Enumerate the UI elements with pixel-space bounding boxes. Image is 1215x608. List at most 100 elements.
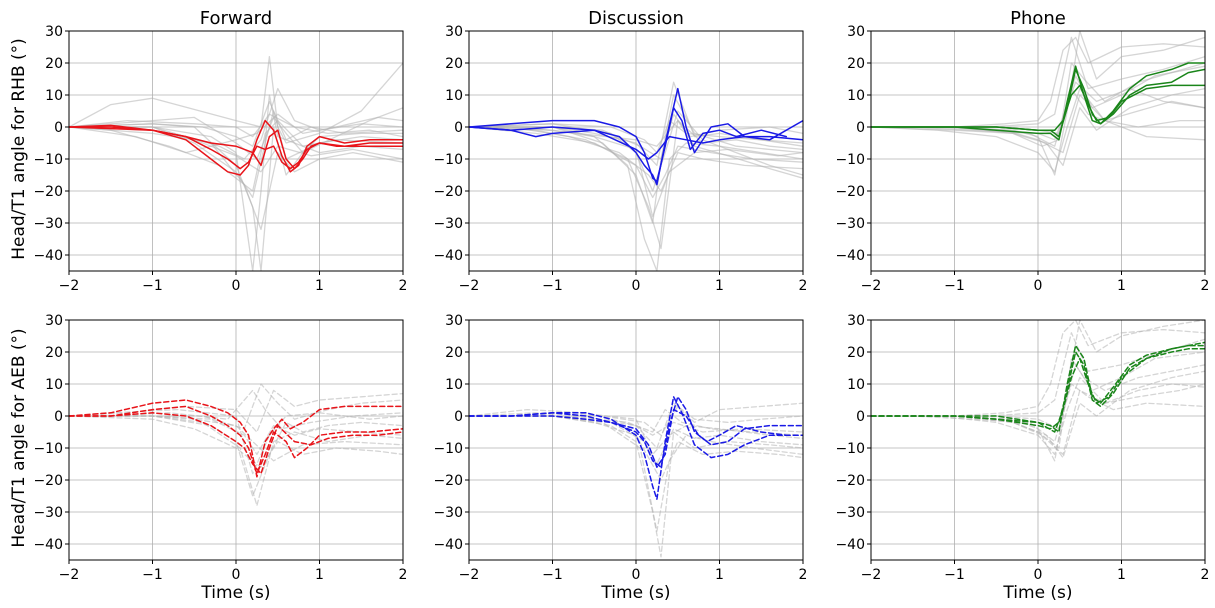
y-tick-label: −20 [33,184,63,200]
background-series-line-4 [871,383,1205,443]
y-tick-label: −10 [835,441,865,457]
x-tick-label: 0 [632,567,641,583]
y-tick-label: 30 [445,24,463,40]
x-tick-label: 1 [315,278,324,294]
y-tick-label: 0 [856,120,865,136]
x-tick-label: 0 [232,567,241,583]
x-tick-label: −1 [944,278,965,294]
background-series-line-11 [69,113,403,138]
y-tick-label: −30 [433,216,463,232]
x-tick-label: 2 [799,278,808,294]
y-tick-label: −30 [33,216,63,232]
x-tick-label: −2 [861,278,882,294]
x-axis-label: Time (s) [200,583,270,603]
background-series-line-10 [69,126,403,173]
row-ylabel-aeb: Head/T1 angle for AEB (°) [9,328,29,547]
y-tick-label: −40 [433,537,463,553]
x-tick-label: −2 [861,567,882,583]
background-series-line-8 [69,415,403,462]
y-tick-label: 30 [847,313,865,329]
x-tick-label: −2 [59,278,80,294]
y-tick-label: −40 [835,537,865,553]
y-tick-label: 10 [45,377,63,393]
x-tick-label: 2 [1201,567,1210,583]
y-tick-label: −10 [835,152,865,168]
background-series-line-2 [871,87,1205,173]
y-tick-label: −40 [33,537,63,553]
y-tick-label: 0 [54,409,63,425]
x-tick-label: 1 [1117,278,1126,294]
y-tick-label: 0 [454,409,463,425]
highlight-series-line-2 [69,412,403,475]
highlight-series-line-0 [69,399,403,478]
y-tick-label: −10 [433,152,463,168]
x-tick-label: −1 [142,567,163,583]
x-axis-label: Time (s) [600,583,670,603]
x-tick-label: 2 [399,278,408,294]
y-tick-label: 10 [847,377,865,393]
y-tick-label: −20 [835,184,865,200]
background-series-line-2 [69,415,403,507]
x-tick-label: −1 [542,278,563,294]
x-tick-label: −2 [459,567,480,583]
highlight-series-line-0 [469,396,788,468]
y-tick-label: 20 [445,56,463,72]
background-series-line-2 [871,376,1205,456]
highlight-series-line-2 [871,341,1205,433]
x-tick-label: 0 [632,278,641,294]
y-tick-label: −10 [33,152,63,168]
x-tick-label: 0 [1034,567,1043,583]
y-tick-label: −10 [433,441,463,457]
highlight-series-line-2 [469,119,803,160]
y-tick-label: 10 [847,88,865,104]
y-tick-label: 30 [45,24,63,40]
y-tick-label: 20 [847,56,865,72]
y-tick-label: 10 [445,377,463,393]
background-series-line-5 [469,126,803,192]
y-tick-label: 0 [454,120,463,136]
highlight-series-line-0 [871,344,1205,433]
background-series-line-1 [469,402,803,449]
x-tick-label: 1 [715,278,724,294]
x-tick-label: 2 [399,567,408,583]
y-tick-label: 30 [445,313,463,329]
background-series-line-3 [69,94,403,271]
y-tick-label: −20 [835,473,865,489]
background-series-line-4 [469,415,803,481]
y-tick-label: −30 [433,505,463,521]
y-tick-label: −30 [835,505,865,521]
background-series-line-3 [871,320,1205,417]
x-tick-label: 0 [1034,278,1043,294]
x-tick-label: −1 [142,278,163,294]
x-tick-label: 0 [232,278,241,294]
background-series-line-6 [469,119,803,154]
y-tick-label: −40 [433,248,463,264]
y-tick-label: −20 [33,473,63,489]
highlight-series-line-1 [871,348,1205,430]
highlight-series-line-1 [69,119,403,176]
y-tick-label: −30 [835,216,865,232]
y-tick-label: 10 [445,88,463,104]
y-tick-label: 30 [45,313,63,329]
background-series-line-7 [469,412,803,456]
highlight-series-line-2 [69,126,403,170]
highlight-series-line-1 [469,87,803,186]
x-tick-label: −1 [944,567,965,583]
y-tick-label: −30 [33,505,63,521]
row-ylabel-rhb: Head/T1 angle for RHB (°) [9,38,29,260]
panel-title: Phone [1010,8,1066,29]
y-tick-label: 30 [847,24,865,40]
x-axis-label: Time (s) [1002,583,1072,603]
y-tick-label: 20 [45,56,63,72]
y-tick-label: 0 [856,409,865,425]
background-series-line-5 [69,126,403,231]
x-tick-label: −1 [542,567,563,583]
y-tick-label: 10 [45,88,63,104]
highlight-series-line-1 [69,405,403,475]
